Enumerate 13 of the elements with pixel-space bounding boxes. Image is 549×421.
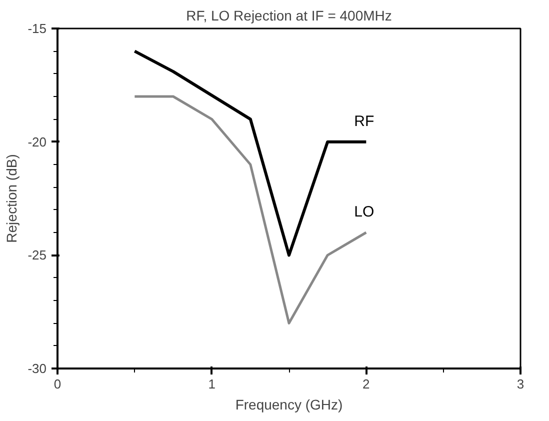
y-tick-label: -30	[28, 361, 47, 376]
y-tick-label: -20	[28, 134, 47, 150]
x-tick-label: 1	[208, 376, 216, 392]
x-axis-title: Frequency (GHz)	[235, 396, 343, 412]
series-label: RF	[354, 112, 374, 130]
y-axis-title: Rejection (dB)	[4, 154, 20, 243]
x-tick-label: 0	[54, 376, 62, 392]
x-tick-label: 2	[362, 376, 370, 392]
x-tick-label: 3	[516, 376, 524, 392]
series-label: LO	[354, 204, 374, 220]
chart-title: RF, LO Rejection at IF = 400MHz	[186, 8, 392, 24]
y-tick-label: -15	[28, 21, 47, 36]
y-tick-label: -25	[28, 248, 47, 263]
